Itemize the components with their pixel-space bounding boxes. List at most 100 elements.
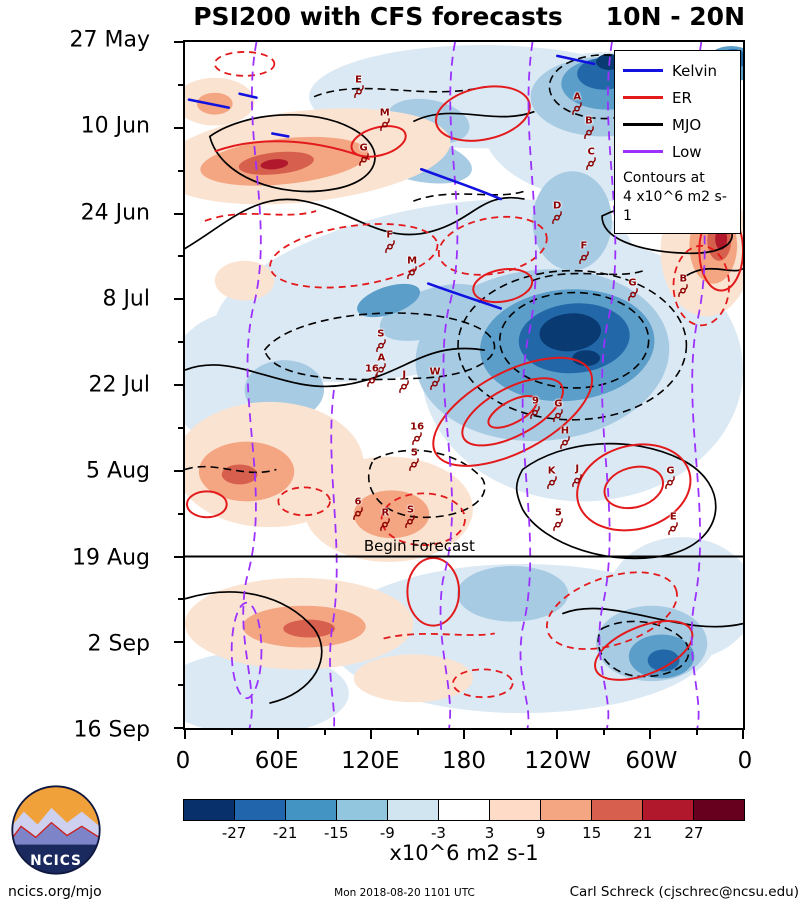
y-axis-tick (174, 126, 183, 129)
colorbar-tick-label: 21 (633, 824, 653, 842)
x-axis-tick (649, 730, 651, 739)
colorbar-tick-label: 15 (582, 824, 602, 842)
x-axis-label: 0 (175, 748, 191, 774)
mjo-contours (185, 110, 743, 704)
colorbar-tick-label: 3 (484, 824, 495, 842)
y-axis-tick (178, 255, 183, 258)
legend-item: ER (623, 84, 734, 111)
legend-note-line1: Contours at (623, 170, 705, 186)
x-axis-label: 120E (341, 748, 400, 774)
y-axis-tick (178, 598, 183, 601)
y-axis: 27 May 10 Jun 24 Jun 8 Jul 22 Jul 5 Aug 19 Aug… (0, 28, 150, 743)
y-axis-label: 10 Jun (80, 113, 150, 139)
legend-items: Kelvin ER MJO Low (623, 57, 734, 165)
x-axis-tick (184, 730, 186, 739)
author-credit: Carl Schreck (cjschrec@ncsu.edu) (569, 884, 799, 900)
x-axis-label: 60W (625, 748, 678, 774)
kelvin-contours (187, 54, 596, 310)
colorbar-cell (235, 800, 286, 820)
x-axis-label: 0 (737, 748, 753, 774)
y-axis-label: 19 Aug (72, 545, 150, 570)
legend: Kelvin ER MJO Low Contours at 4 x10^6 m2 s-… (614, 50, 741, 234)
begin-forecast-label: Begin Forecast (363, 536, 475, 555)
legend-item-label: Low (672, 142, 702, 161)
site-link: ncics.org/mjo (8, 884, 102, 900)
plot-area: E M A B G C D F F M G B S A 16 J W 9 G 16 H 5 K J G 6 R S 5 E Begin F… (174, 40, 745, 739)
legend-note: Contours at 4 x10^6 m2 s-1 (623, 169, 734, 226)
legend-item-label: ER (672, 88, 692, 107)
colorbar-cell (643, 800, 694, 820)
legend-item: Kelvin (623, 57, 734, 84)
legend-item-label: MJO (672, 115, 702, 134)
er-line-sample (623, 96, 663, 99)
x-axis-tick (695, 730, 698, 735)
y-axis-tick (178, 169, 183, 172)
colorbar-tick-label: 9 (535, 824, 546, 842)
y-axis-tick (178, 684, 183, 687)
colorbar-tick-label: -15 (324, 824, 349, 842)
generation-timestamp: Mon 2018-08-20 1101 UTC (334, 887, 475, 899)
y-axis-tick (174, 384, 183, 386)
colorbar: -27 -21 -15 -9 -3 3 9 15 21 27 (183, 799, 745, 845)
ncics-logo: NCICS (11, 785, 101, 875)
colorbar-cell (490, 800, 541, 820)
x-axis-tick (742, 730, 744, 739)
page-title: PSI200 with CFS forecasts (193, 2, 563, 31)
x-axis-label: 120W (524, 748, 591, 774)
colorbar-cell (337, 800, 388, 820)
x-axis: 0 60E 120E 180 120W 60W 0 (176, 748, 753, 782)
x-axis-tick (602, 730, 605, 735)
y-axis-label: 8 Jul (102, 286, 150, 312)
legend-item-label: Kelvin (672, 61, 718, 80)
colorbar-cell (439, 800, 490, 820)
colorbar-cell (184, 800, 235, 820)
y-axis-tick (178, 83, 183, 86)
latitude-range-label: 10N - 20N (605, 2, 745, 31)
colorbar-tick-label: -27 (221, 824, 247, 842)
y-axis-tick (174, 641, 183, 644)
x-axis-label: 60E (254, 748, 299, 774)
colorbar-cell (388, 800, 439, 820)
x-axis-tick (230, 730, 233, 735)
y-axis-tick (174, 469, 183, 472)
y-axis-tick (174, 727, 183, 729)
x-axis-tick (509, 730, 512, 735)
y-axis-label: 22 Jul (88, 372, 150, 398)
y-axis-label: 5 Aug (86, 458, 150, 484)
y-axis-tick (178, 426, 183, 429)
y-axis-tick (174, 41, 183, 43)
legend-item: MJO (623, 111, 734, 138)
colorbar-tick-label: -3 (430, 824, 446, 842)
y-axis-label: 24 Jun (80, 200, 150, 225)
x-axis-tick (416, 730, 419, 735)
logo-text: NCICS (30, 853, 82, 869)
y-axis-tick (178, 341, 183, 344)
colorbar-cell (286, 800, 337, 820)
low-line-sample (623, 150, 663, 153)
y-axis-label: 2 Sep (87, 631, 150, 657)
colorbar-tick-label: -21 (272, 824, 298, 842)
colorbar-cell (541, 800, 592, 820)
y-axis-tick (178, 512, 183, 515)
y-axis-tick (174, 298, 183, 301)
x-axis-tick (463, 730, 465, 739)
legend-note-line2: 4 x10^6 m2 s-1 (623, 188, 727, 224)
colorbar-cell (694, 800, 744, 820)
colorbar-tick-label: -9 (379, 824, 395, 842)
colorbar-cell (592, 800, 643, 820)
legend-item: Low (623, 138, 734, 165)
colorbar-cells (183, 799, 745, 821)
colorbar-tick-label: 27 (684, 824, 704, 842)
y-axis-tick (174, 212, 183, 215)
y-axis-label: 16 Sep (73, 717, 150, 743)
x-axis-label: 180 (442, 748, 486, 774)
x-axis-tick (556, 730, 558, 739)
y-axis-tick (174, 555, 183, 558)
kelvin-line-sample (623, 69, 663, 72)
x-axis-tick (323, 730, 326, 735)
x-axis-tick (370, 730, 372, 739)
colorbar-units-label: x10^6 m2 s-1 (389, 841, 539, 865)
mjo-line-sample (623, 123, 663, 126)
x-axis-tick (277, 730, 279, 739)
